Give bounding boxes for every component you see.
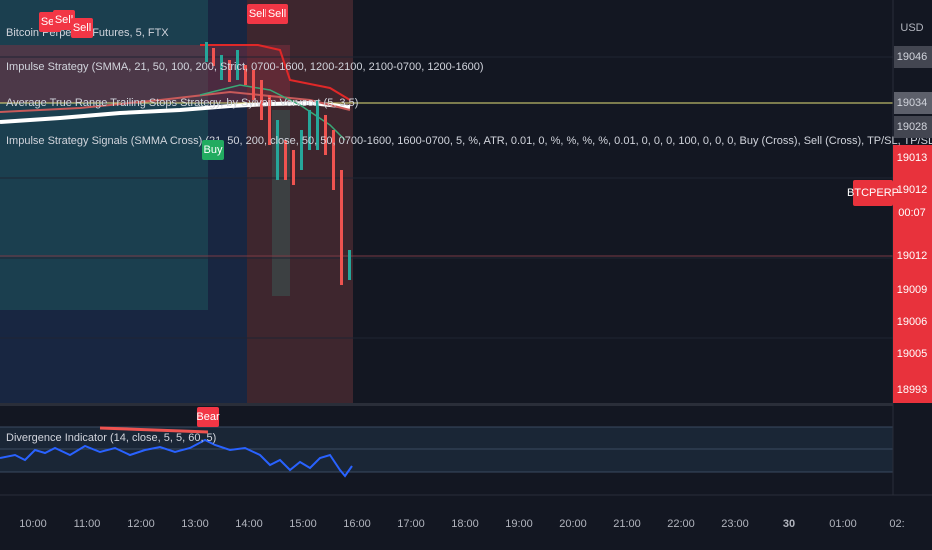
time-label: 14:00 xyxy=(235,518,263,530)
indicator-legend: Impulse Strategy Signals (SMMA Cross) (2… xyxy=(6,135,932,147)
moving-average xyxy=(0,100,351,124)
signal-label: Sell xyxy=(55,14,73,26)
price-range-highlight xyxy=(893,145,932,403)
price-label: 00:07 xyxy=(898,207,926,219)
time-label: 19:00 xyxy=(505,518,533,530)
time-label: 01:00 xyxy=(829,518,857,530)
time-label: 02: xyxy=(889,518,904,530)
time-label: 18:00 xyxy=(451,518,479,530)
price-label: 19028 xyxy=(897,121,928,133)
price-label: 18993 xyxy=(897,384,928,396)
time-label: 30 xyxy=(783,518,795,530)
price-label: 19012 xyxy=(897,250,928,262)
signal-label: Bear xyxy=(196,411,220,423)
signal-box xyxy=(197,407,219,427)
divergence-line xyxy=(99,426,209,434)
time-label: 13:00 xyxy=(181,518,209,530)
price-label: 19006 xyxy=(897,316,928,328)
price-label: 19009 xyxy=(897,284,928,296)
candles xyxy=(205,42,351,285)
price-label: 19013 xyxy=(897,152,928,164)
signal-box xyxy=(266,4,288,24)
session-zone-red xyxy=(247,0,353,403)
price-label-box xyxy=(894,46,932,68)
time-label: 23:00 xyxy=(721,518,749,530)
signal-label: Sell xyxy=(249,8,267,20)
oscillator-line xyxy=(0,438,353,478)
currency-label: USD xyxy=(900,22,923,34)
indicator-legend: Impulse Strategy (SMMA, 21, 50, 100, 200… xyxy=(6,61,484,73)
pane-divider xyxy=(0,403,932,406)
signal-label: Sell xyxy=(73,22,91,34)
price-label-box xyxy=(894,116,932,138)
moving-average xyxy=(199,84,346,141)
time-label: 21:00 xyxy=(613,518,641,530)
time-label: 17:00 xyxy=(397,518,425,530)
price-label: 19034 xyxy=(897,97,928,109)
price-label-box xyxy=(894,92,932,114)
signal-box xyxy=(202,140,224,160)
time-label: 11:00 xyxy=(74,518,101,530)
time-label: 15:00 xyxy=(289,518,317,530)
moving-average xyxy=(0,90,351,113)
signal-box xyxy=(71,18,93,38)
time-label: 16:00 xyxy=(343,518,371,530)
price-label: 19012 xyxy=(897,184,928,196)
oscillator-legend: Divergence Indicator (14, close, 5, 5, 6… xyxy=(6,432,216,444)
time-label: 12:00 xyxy=(127,518,155,530)
price-label: 19046 xyxy=(897,51,928,63)
symbol-tag-box xyxy=(853,180,893,206)
grid xyxy=(0,56,893,339)
time-label: 20:00 xyxy=(559,518,587,530)
signal-box xyxy=(53,10,75,30)
time-label: 10:00 xyxy=(19,518,47,530)
indicator-legend: Average True Range Trailing Stops Strate… xyxy=(6,97,358,109)
time-label: 22:00 xyxy=(667,518,695,530)
price-label: 19005 xyxy=(897,348,928,360)
signal-label: Sell xyxy=(268,8,286,20)
symbol-tag: BTCPERP xyxy=(847,187,899,199)
trailing-stop xyxy=(200,44,351,101)
signal-label: Buy xyxy=(204,144,223,156)
signal-box xyxy=(247,4,269,24)
